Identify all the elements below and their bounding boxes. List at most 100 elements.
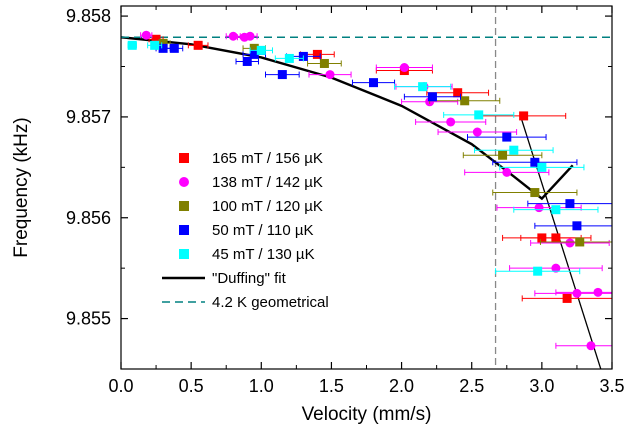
data-point <box>165 43 184 53</box>
marker-square <box>169 43 179 53</box>
marker-square <box>242 56 252 66</box>
data-point <box>394 82 452 92</box>
x-tick-label: 3.5 <box>599 376 624 396</box>
y-tick-label: 9.857 <box>66 107 111 127</box>
legend-label: 100 mT / 120 µK <box>212 198 323 215</box>
chart-axes: 0.0 0.5 1.0 1.5 2.0 2.5 3.0 3.5 9.855 9.856 9.857 9… <box>66 5 625 396</box>
x-tick-label: 2.0 <box>389 376 414 396</box>
marker-square <box>551 233 561 243</box>
marker-square <box>530 188 540 198</box>
legend-label: 165 mT / 156 µK <box>212 150 323 167</box>
marker-square <box>533 266 543 276</box>
marker-square <box>277 70 287 80</box>
marker-square <box>150 40 160 50</box>
data-point <box>527 199 612 209</box>
data-point <box>415 117 487 127</box>
marker-square <box>284 53 294 63</box>
data-point <box>530 238 610 248</box>
data-point <box>539 237 612 247</box>
legend-label: "Duffing" fit <box>212 270 287 287</box>
data-point <box>462 150 543 160</box>
marker-circle <box>245 31 255 41</box>
marker-circle <box>446 117 456 127</box>
data-point <box>464 167 550 177</box>
marker-circle <box>593 287 603 297</box>
marker-square <box>519 111 529 121</box>
data-point <box>308 70 352 80</box>
marker-square <box>537 162 547 172</box>
marker-square <box>312 49 322 59</box>
chart-marks <box>121 6 612 369</box>
marker-circle <box>399 63 409 73</box>
marker-square <box>193 40 203 50</box>
legend-label: 138 mT / 142 µK <box>212 174 323 191</box>
data-point <box>187 40 209 50</box>
legend-marker <box>179 225 189 235</box>
marker-square <box>572 221 582 231</box>
marker-circle <box>586 341 596 351</box>
marker-square <box>551 205 561 215</box>
marker-circle <box>551 263 561 273</box>
x-tick-label: 3.0 <box>529 376 554 396</box>
data-point <box>481 111 567 121</box>
data-point <box>474 145 554 155</box>
data-point <box>499 162 585 172</box>
x-tick-label: 1.5 <box>319 376 344 396</box>
legend-marker <box>179 249 189 259</box>
legend-marker <box>179 177 189 187</box>
marker-square <box>256 45 266 55</box>
marker-square <box>562 293 572 303</box>
marker-square <box>418 82 428 92</box>
data-point <box>555 341 612 351</box>
data-point <box>235 56 259 66</box>
marker-square <box>565 199 575 209</box>
data-point <box>521 293 612 303</box>
marker-square <box>369 78 379 88</box>
marker-circle <box>534 203 544 213</box>
marker-square <box>498 150 508 160</box>
marker-square <box>158 38 168 48</box>
legend-marker <box>179 201 189 211</box>
y-axis-label: Frequency (kHz) <box>11 117 32 257</box>
data-point <box>351 78 396 88</box>
marker-circle <box>325 70 335 80</box>
data-point <box>443 110 515 120</box>
marker-square <box>502 132 512 142</box>
marker-square <box>158 43 168 53</box>
data-point <box>467 132 547 142</box>
data-point <box>555 287 612 297</box>
y-tick-label: 9.855 <box>66 309 111 329</box>
data-point <box>264 70 300 80</box>
data-point <box>534 288 612 298</box>
marker-square <box>319 58 329 68</box>
data-point <box>429 96 501 106</box>
marker-square <box>474 110 484 120</box>
data-point <box>127 40 137 50</box>
x-axis-label: Velocity (mm/s) <box>302 404 432 425</box>
marker-square <box>249 49 259 59</box>
data-point <box>492 157 578 167</box>
data-point <box>274 53 304 63</box>
data-point <box>437 127 518 137</box>
legend: 165 mT / 156 µK 138 mT / 142 µK 100 mT / 1… <box>162 150 329 311</box>
legend-marker <box>179 153 189 163</box>
data-point <box>509 263 603 273</box>
data-point <box>307 58 342 68</box>
x-tick-label: 0.5 <box>179 376 204 396</box>
y-tick-label: 9.858 <box>66 6 111 26</box>
x-tick-label: 2.5 <box>459 376 484 396</box>
data-point <box>375 63 433 73</box>
marker-square <box>460 96 470 106</box>
marker-square <box>249 43 259 53</box>
marker-circle <box>141 30 151 40</box>
plot-area <box>121 6 612 369</box>
marker-circle <box>472 127 482 137</box>
legend-label: 50 mT / 110 µK <box>212 222 313 239</box>
legend-label: 45 mT / 130 µK <box>212 246 315 263</box>
data-point <box>534 221 612 231</box>
x-tick-label: 1.0 <box>249 376 274 396</box>
marker-circle <box>572 288 582 298</box>
marker-circle <box>228 31 238 41</box>
data-point <box>249 45 274 55</box>
